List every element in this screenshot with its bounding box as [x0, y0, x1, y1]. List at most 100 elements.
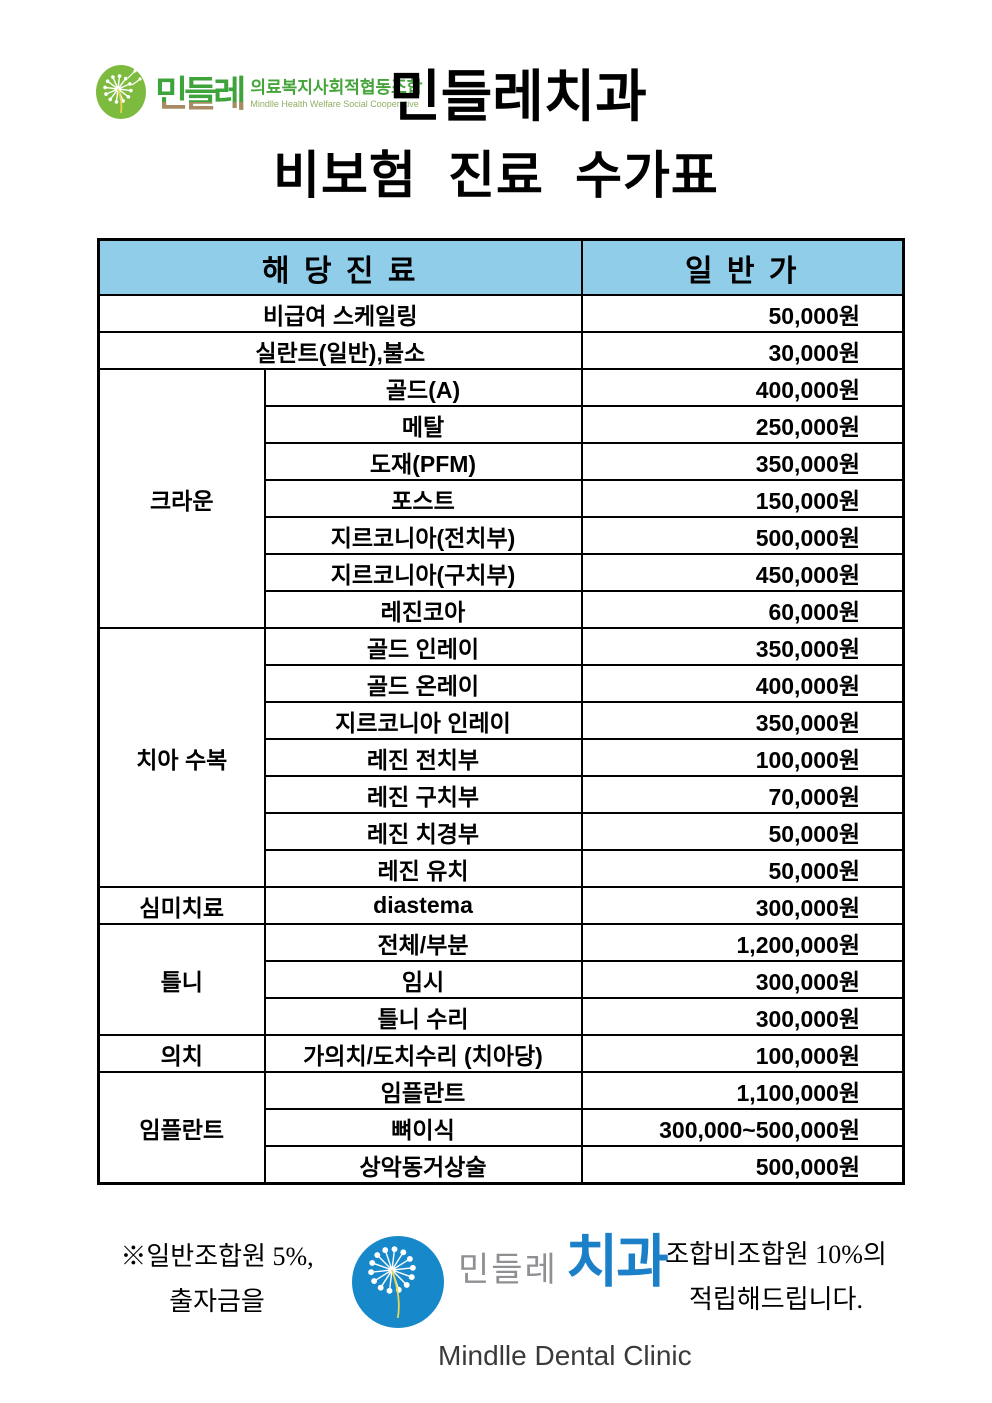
category-cell: 치아 수복 [97, 627, 266, 888]
treatment-cell: 도재(PFM) [263, 442, 583, 481]
price-table: 해 당 진 료 일 반 가 비급여 스케일링 50,000원 실란트(일반),불소 3… [97, 238, 905, 1185]
table-row: 레진 치경부 50,000원 [99, 812, 905, 851]
price-cell: 150,000원 [580, 479, 905, 518]
treatment-cell: 지르코니아(전치부) [263, 516, 583, 555]
clinic-suffix-kr: 치과 [565, 1230, 669, 1294]
table-row: 포스트 150,000원 [99, 479, 905, 518]
footer-note-left-line2: 출자금을 [169, 1287, 265, 1316]
price-cell: 70,000원 [580, 775, 905, 814]
price-cell: 50,000원 [580, 812, 905, 851]
flying-seeds-icon [127, 69, 142, 86]
clinic-name-en: Mindlle Dental Clinic [438, 1340, 692, 1371]
table-row: 심미치료 diastema 300,000원 [97, 886, 905, 925]
table-row: 크라운 골드(A) 400,000원 [97, 368, 905, 629]
footer-note-left: ※일반조합원 5%, 출자금을 [88, 1234, 346, 1324]
treatment-cell: 포스트 [263, 479, 583, 518]
price-cell: 300,000원 [580, 886, 905, 925]
footer-note-right-line2: 적립해드립니다. [689, 1285, 863, 1314]
column-header-treatment: 해 당 진 료 [97, 238, 583, 296]
table-row: 틀니 수리 300,000원 [99, 997, 905, 1036]
treatment-cell: 전체/부분 [263, 923, 583, 962]
table-row: 레진코아 60,000원 [99, 590, 905, 629]
table-row: 의치 가의치/도치수리 (치아당) 100,000원 [97, 1034, 905, 1073]
table-row: 도재(PFM) 350,000원 [99, 442, 905, 481]
table-row: 임시 300,000원 [99, 960, 905, 999]
table-row: 레진 구치부 70,000원 [99, 775, 905, 814]
price-cell: 350,000원 [580, 701, 905, 740]
clinic-logo: 민들레 치과 Mindlle Dental Clinic [350, 1234, 692, 1372]
price-cell: 300,000원 [580, 997, 905, 1036]
price-cell: 250,000원 [580, 405, 905, 444]
footer-note-left-line1: ※일반조합원 5%, [120, 1242, 314, 1271]
table-row: 지르코니아(구치부) 450,000원 [99, 553, 905, 592]
column-header-price: 일 반 가 [580, 238, 905, 296]
table-row: 레진 전치부 100,000원 [99, 738, 905, 777]
treatment-cell: 실란트(일반),불소 [97, 331, 583, 370]
treatment-cell: 메탈 [263, 405, 583, 444]
treatment-cell: 틀니 수리 [263, 997, 583, 1036]
price-cell: 350,000원 [580, 442, 905, 481]
price-cell: 50,000원 [580, 849, 905, 888]
page-title: 민들레치과 [389, 65, 647, 128]
treatment-cell: 레진 유치 [263, 849, 583, 888]
category-cell: 의치 [97, 1034, 266, 1073]
treatment-cell: 비급여 스케일링 [97, 294, 583, 333]
table-row: 지르코니아(전치부) 500,000원 [99, 516, 905, 555]
price-cell: 1,200,000원 [580, 923, 905, 962]
table-row: 실란트(일반),불소 30,000원 [97, 331, 905, 370]
table-row: 상악동거상술 500,000원 [99, 1145, 905, 1185]
price-cell: 300,000원 [580, 960, 905, 999]
treatment-cell: 레진 구치부 [263, 775, 583, 814]
price-cell: 50,000원 [580, 294, 905, 333]
treatment-cell: 레진 치경부 [263, 812, 583, 851]
treatment-cell: 뼈이식 [263, 1108, 583, 1147]
category-cell: 크라운 [97, 368, 266, 629]
category-cell: 임플란트 [97, 1071, 266, 1185]
category-cell: 심미치료 [97, 886, 266, 925]
table-row: 레진 유치 50,000원 [99, 849, 905, 888]
clinic-name-kr: 민들레 [458, 1251, 558, 1289]
price-cell: 400,000원 [580, 368, 905, 407]
table-row: 골드 온레이 400,000원 [99, 664, 905, 703]
treatment-cell: 레진 전치부 [263, 738, 583, 777]
treatment-cell: 가의치/도치수리 (치아당) [263, 1034, 583, 1073]
table-row: 메탈 250,000원 [99, 405, 905, 444]
category-cell: 틀니 [97, 923, 266, 1036]
table-row: 치아 수복 골드 인레이 350,000원 [97, 627, 905, 888]
treatment-cell: 상악동거상술 [263, 1145, 583, 1185]
coop-logo: 민들레 민들레 의료복지사회적협동조합 Mindlle Health Welfa… [95, 64, 422, 122]
price-cell: 500,000원 [580, 1145, 905, 1185]
price-cell: 300,000~500,000원 [580, 1108, 905, 1147]
table-row: 비급여 스케일링 50,000원 [97, 294, 905, 333]
price-cell: 450,000원 [580, 553, 905, 592]
footer-note-right: 조합비조합원 10%의 적립해드립니다. [645, 1232, 907, 1322]
footer-note-right-line1: 조합비조합원 10%의 [665, 1240, 887, 1269]
table-row: 뼈이식 300,000~500,000원 [99, 1108, 905, 1147]
treatment-cell: 임시 [263, 960, 583, 999]
dandelion-logo-icon [96, 65, 146, 119]
table-row: 임플란트 임플란트 1,100,000원 [97, 1071, 905, 1185]
page-subtitle: 비보험 진료 수가표 [273, 147, 719, 204]
price-cell: 350,000원 [580, 627, 905, 666]
treatment-cell: 지르코니아 인레이 [263, 701, 583, 740]
price-cell: 1,100,000원 [580, 1071, 905, 1110]
treatment-cell: 임플란트 [263, 1071, 583, 1110]
treatment-cell: 골드 인레이 [263, 627, 583, 666]
price-cell: 30,000원 [580, 331, 905, 370]
coop-name: 민들레 민들레 [155, 73, 246, 114]
price-cell: 60,000원 [580, 590, 905, 629]
treatment-cell: 골드 온레이 [263, 664, 583, 703]
price-cell: 500,000원 [580, 516, 905, 555]
price-cell: 100,000원 [580, 1034, 905, 1073]
coop-subtitle-en: Mindlle Health Welfare Social Cooperativ… [250, 99, 419, 109]
coop-subtitle-kr: 의료복지사회적협동조합 [250, 78, 423, 97]
dandelion-clinic-icon [352, 1236, 444, 1328]
price-cell: 100,000원 [580, 738, 905, 777]
treatment-cell: 골드(A) [263, 368, 583, 407]
treatment-cell: diastema [263, 886, 583, 925]
coop-subtitle: 의료복지사회적협동조합 Mindlle Health Welfare Socia… [250, 78, 422, 110]
table-row: 틀니 전체/부분 1,200,000원 [97, 923, 905, 1036]
table-header-row: 해 당 진 료 일 반 가 [97, 238, 905, 296]
treatment-cell: 지르코니아(구치부) [263, 553, 583, 592]
